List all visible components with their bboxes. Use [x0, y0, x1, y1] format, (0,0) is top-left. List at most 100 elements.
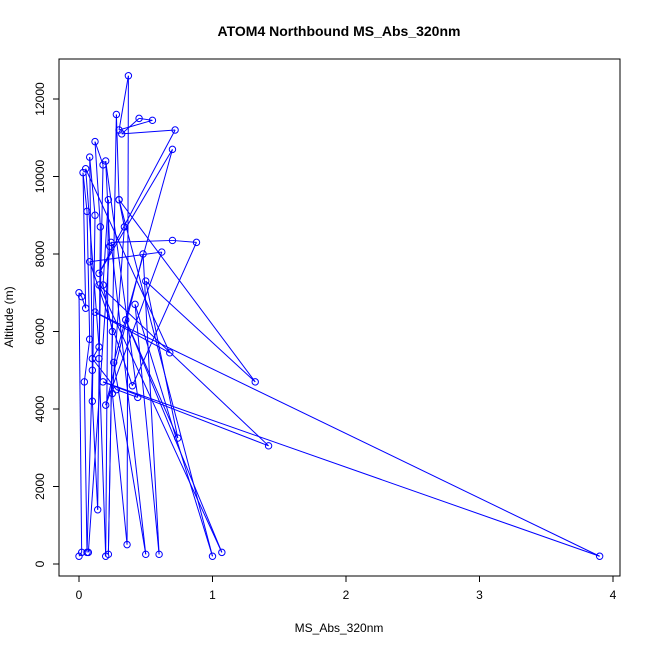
series-segment: [94, 141, 101, 227]
series-segment: [125, 319, 223, 553]
series-segment: [102, 381, 269, 447]
data-point: [104, 550, 113, 559]
data-point: [168, 236, 177, 245]
data-point: [168, 145, 177, 154]
x-tick-label: 1: [209, 588, 216, 602]
data-point: [148, 116, 157, 125]
x-axis-label: MS_Abs_320nm: [295, 621, 384, 635]
series-segment: [98, 284, 269, 447]
data-point: [102, 157, 110, 165]
series-segment: [105, 253, 144, 406]
series-segment: [81, 296, 87, 309]
series-segment: [116, 389, 138, 398]
x-tick-label: 2: [343, 588, 350, 602]
data-point: [192, 238, 201, 247]
series-segment: [87, 246, 111, 553]
series-segment: [94, 311, 600, 557]
y-tick-label: 10000: [33, 159, 47, 193]
data-point: [91, 137, 99, 146]
x-tick-label: 0: [76, 588, 83, 602]
series-segment: [78, 292, 83, 297]
data-point: [85, 153, 94, 161]
series-segment: [91, 215, 96, 402]
series-segment: [142, 253, 160, 555]
x-axis: 0 1 2 3 4: [76, 575, 617, 602]
y-tick-label: 4000: [33, 395, 47, 422]
series-segment: [105, 251, 163, 406]
data-point: [142, 550, 150, 559]
series-segment: [131, 242, 197, 386]
series-segment: [115, 114, 120, 200]
series-segment: [91, 346, 100, 359]
data-point: [122, 316, 130, 324]
series-segment: [94, 141, 104, 166]
series-segment: [94, 311, 171, 354]
series-segment: [85, 168, 171, 354]
series-segment: [105, 160, 111, 247]
data-point: [88, 397, 97, 405]
data-point: [112, 385, 121, 394]
data-point: [174, 434, 182, 442]
data-point: [166, 349, 174, 357]
data-point: [123, 540, 131, 549]
data-point: [85, 258, 94, 266]
series-segment: [111, 239, 173, 243]
data-point: [91, 211, 99, 219]
y-tick-label: 12000: [33, 82, 47, 116]
data-point: [93, 506, 102, 514]
data-point: [134, 393, 142, 402]
data-point: [110, 358, 118, 367]
series-segment: [89, 157, 93, 371]
series-segment: [145, 281, 179, 439]
data-point: [595, 552, 604, 560]
data-point: [106, 242, 114, 250]
data-point: [99, 378, 107, 386]
series-segment: [134, 304, 160, 555]
data-point: [251, 378, 259, 386]
series-segment: [121, 118, 140, 135]
series-segment: [113, 362, 147, 555]
data-point: [77, 292, 86, 301]
series-segment: [86, 370, 93, 553]
data-point: [102, 401, 110, 409]
series-segment: [139, 117, 153, 121]
data-point: [139, 250, 147, 258]
data-point: [208, 552, 217, 560]
series-segment: [98, 149, 173, 274]
data-point: [124, 72, 133, 80]
y-tick-label: 6000: [33, 318, 47, 345]
data-point: [118, 130, 126, 138]
series-segment: [118, 119, 153, 131]
data-point: [158, 248, 166, 256]
series-segment: [134, 304, 213, 557]
data-point: [95, 269, 103, 278]
data-point: [91, 308, 99, 316]
series-points: [75, 72, 604, 560]
data-point: [107, 238, 115, 247]
data-point: [88, 354, 97, 363]
y-tick-label: 8000: [33, 240, 47, 267]
x-tick-label: 3: [476, 588, 483, 602]
y-tick-label: 2000: [33, 473, 47, 500]
data-point: [171, 126, 179, 134]
series-segment: [86, 211, 91, 340]
data-point: [99, 281, 107, 289]
plot-frame: [58, 58, 621, 577]
series-segment: [78, 552, 83, 557]
data-point: [88, 366, 97, 374]
series-segment: [78, 292, 83, 553]
data-point: [155, 550, 163, 559]
data-point: [83, 207, 91, 216]
series-segment: [110, 242, 147, 555]
data-point: [95, 281, 103, 289]
series-segment: [82, 172, 87, 309]
data-point: [96, 223, 105, 231]
series-segment: [172, 239, 197, 243]
series-segment: [98, 164, 104, 359]
y-tick-label: 0: [33, 560, 47, 567]
series-segment: [91, 358, 117, 390]
series-segment: [89, 157, 96, 216]
data-point: [95, 343, 103, 351]
data-point: [108, 389, 117, 398]
data-point: [84, 548, 93, 557]
